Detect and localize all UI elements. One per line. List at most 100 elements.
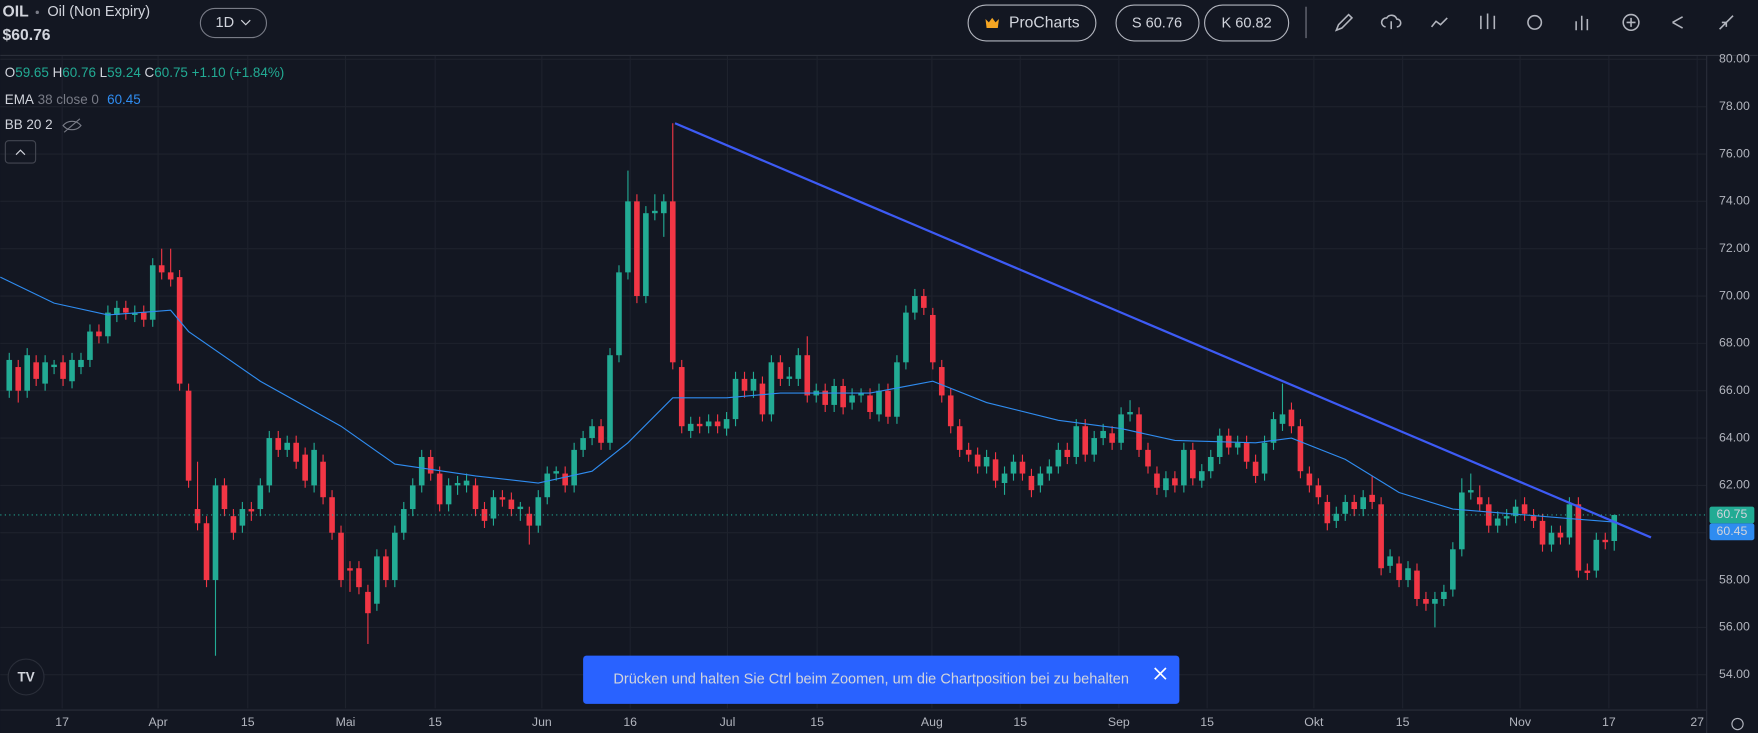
candle-body [983,456,990,467]
candle-body [1261,442,1268,474]
candle-body [436,473,443,505]
candle-body [114,307,120,315]
x-tick-label: 17 [55,715,69,729]
last-price-label: 60.75 [1717,507,1748,521]
interval: 1D [215,15,234,31]
sell-button[interactable] [1115,4,1200,42]
candle-body [15,367,22,391]
candle-body [1019,461,1026,474]
candle-body [257,485,264,510]
candles-icon[interactable] [1480,13,1496,30]
procharts-button[interactable] [967,4,1097,42]
candle-body [849,395,855,403]
ema-line [0,276,1615,523]
candle-body [571,449,577,486]
candle-body [1073,426,1080,457]
candle-body [1557,532,1564,538]
x-tick-label: Aug [921,715,943,729]
candle-body [1459,492,1465,550]
candle-body [230,516,237,533]
candle-body [956,426,963,450]
cloud-icon[interactable] [1380,14,1402,30]
candle-body [1216,435,1223,457]
candle-body [212,485,219,581]
candle-body [105,312,111,337]
interval-button[interactable] [199,7,268,39]
candle-body [1342,501,1349,514]
candle-body [1378,504,1384,569]
candle-body [777,362,784,379]
candle-body [804,355,811,396]
candle-body [203,523,210,581]
candle-body [365,591,371,614]
candle-body [553,471,560,474]
collapse-legend-button[interactable] [4,140,37,164]
y-tick-label: 68.00 [1719,336,1750,350]
legend-label: C [145,64,155,79]
candle-body [678,367,685,427]
logo[interactable] [7,658,45,696]
candle-body [705,421,712,427]
share-icon[interactable] [1672,16,1683,29]
axis-settings[interactable] [1731,717,1744,731]
candle-body [723,419,730,429]
candle-body [1270,419,1277,443]
x-tick-label: Mai [336,715,356,729]
candle-body [1503,516,1510,519]
dot [35,10,39,15]
toast-close[interactable] [1154,667,1167,680]
candle-body [840,385,846,408]
candle-body [876,390,882,415]
collapse-icon[interactable] [1719,15,1734,30]
buy: K 60.82 [1222,15,1272,31]
candle-body [239,509,246,526]
candle-body [140,312,147,320]
candle-body [1548,532,1555,545]
candle-body [320,461,326,498]
indicators-icon[interactable] [1575,15,1589,31]
candle-body [69,359,75,382]
legend-label: L [100,64,108,79]
add-icon[interactable] [1622,13,1640,32]
buy-button[interactable] [1204,4,1290,42]
candle-body [1082,426,1089,455]
candle-body [60,362,66,379]
candle-body [921,296,927,308]
legend-value: 59.65 [15,64,49,79]
legend-change: +1.10 (+1.84%) [192,64,285,79]
bb-legend: BB 20 2 [5,117,53,132]
candle-body [517,506,524,510]
candle-body [1064,449,1071,457]
candle-body [266,438,273,486]
ema-value: 60.45 [107,91,141,106]
candle-body [867,395,873,413]
y-tick-label: 64.00 [1719,430,1750,444]
y-tick-label: 56.00 [1719,620,1750,634]
line-icon[interactable] [1430,17,1448,28]
candle-body [580,438,586,450]
ohlc-legend: O59.65 H60.76 L59.24 C60.75 +1.10 (+1.84… [5,64,285,79]
candle-body [992,459,999,481]
candle-body [338,532,344,581]
candle-body [1432,598,1438,604]
candle-body [302,454,308,481]
y-tick-label: 70.00 [1719,288,1750,302]
x-tick-label: Nov [1509,715,1532,729]
draw-icon[interactable] [1334,13,1354,32]
candle-body [131,312,138,315]
toolbar-icons [1334,13,1734,32]
candle-body [831,385,837,405]
hidden-icon[interactable] [62,118,82,133]
y-tick-label: 76.00 [1719,146,1750,160]
candle-body [1566,504,1573,538]
ema-legend: EMA 38 close 0 60.45 [5,91,141,106]
candle-body [1324,501,1331,524]
candle-body [1010,461,1017,474]
candle-body [6,359,13,391]
candle-body [1476,497,1483,505]
settings-icon[interactable] [1527,14,1543,30]
legend-value: 60.75 [154,64,188,79]
candle-body [1234,442,1241,448]
